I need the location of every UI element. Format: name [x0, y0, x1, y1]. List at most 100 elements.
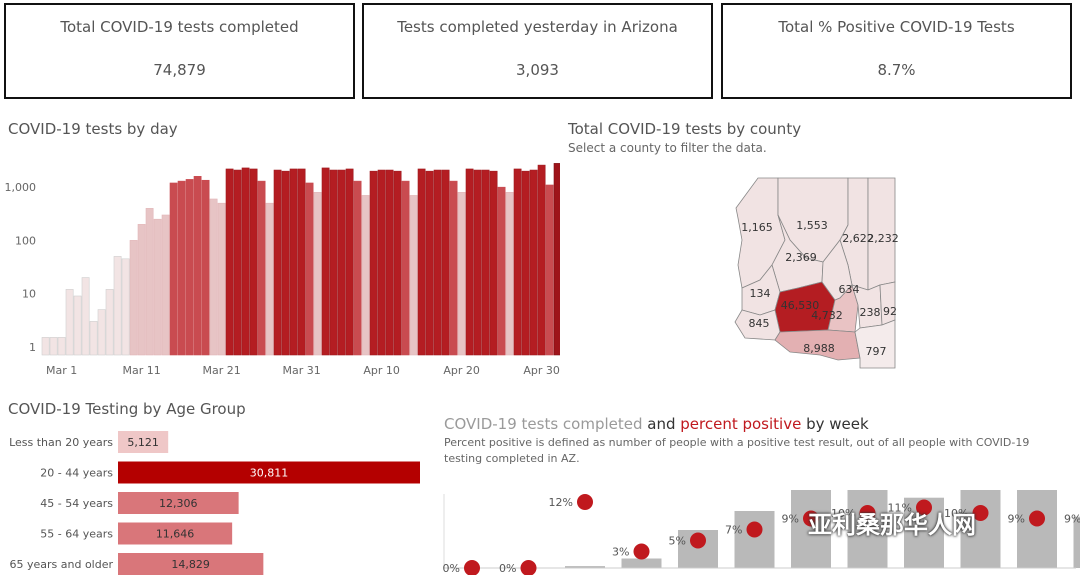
kpi-tests-yesterday-value: 3,093	[516, 61, 559, 79]
daily-ytick-label: 10	[22, 288, 36, 301]
daily-bar	[345, 168, 354, 356]
daily-bar	[129, 240, 138, 356]
county-value-label: 845	[749, 317, 770, 330]
weekly-percent-dot	[690, 532, 706, 549]
county-value-label: 1,553	[796, 219, 828, 232]
weekly-percent-label: 5%	[669, 535, 686, 548]
daily-bar	[257, 180, 266, 356]
daily-bar	[401, 180, 410, 356]
daily-bar	[417, 168, 426, 356]
daily-bar	[89, 321, 98, 356]
weekly-title-percent: percent positive	[680, 415, 802, 433]
daily-bar	[265, 202, 274, 356]
weekly-percent-dot	[803, 510, 819, 527]
weekly-percent-label: 0%	[499, 562, 516, 575]
weekly-percent-dot	[916, 499, 932, 516]
daily-xtick-label: Mar 1	[46, 364, 77, 377]
daily-bar	[369, 170, 378, 356]
daily-bar	[233, 169, 242, 356]
daily-bar	[153, 218, 162, 356]
daily-bar	[249, 168, 258, 356]
weekly-percent-dot	[520, 560, 537, 575]
daily-ytick-label: 1	[29, 341, 36, 354]
county-value-label: 92	[883, 305, 897, 318]
daily-bar	[297, 168, 306, 356]
county-greenlee	[879, 281, 896, 326]
kpi-percent-positive-label: Total % Positive COVID-19 Tests	[778, 18, 1015, 36]
weekly-percent-label: 3%	[612, 546, 629, 559]
kpi-percent-positive: Total % Positive COVID-19 Tests 8.7%	[721, 3, 1072, 99]
daily-bar	[217, 202, 226, 356]
daily-bar	[177, 180, 186, 356]
daily-bar	[209, 198, 218, 356]
daily-bar	[321, 167, 330, 356]
daily-xtick-label: Apr 20	[443, 364, 480, 377]
county-value-label: 46,530	[781, 299, 820, 312]
daily-bar	[73, 295, 82, 356]
age-bar	[118, 553, 264, 575]
age-category-label: 45 - 54 years	[40, 497, 113, 510]
daily-bar	[329, 169, 338, 356]
weekly-percent-dot	[633, 543, 650, 560]
daily-bar	[473, 169, 482, 356]
age-bar	[118, 522, 233, 545]
daily-bar	[505, 192, 514, 356]
weekly-percent-dot	[746, 521, 763, 538]
daily-bar	[65, 289, 74, 356]
daily-bar	[225, 168, 234, 356]
weekly-percent-label: 9%	[1064, 513, 1080, 526]
daily-bar	[289, 168, 298, 356]
daily-bar	[409, 195, 418, 356]
daily-bar	[145, 208, 154, 356]
daily-bar	[41, 337, 50, 356]
kpi-tests-yesterday-label: Tests completed yesterday in Arizona	[397, 18, 678, 36]
kpi-total-tests-label: Total COVID-19 tests completed	[60, 18, 299, 36]
age-bar	[118, 492, 239, 514]
daily-bar	[121, 258, 130, 356]
kpi-percent-positive-value: 8.7%	[877, 61, 916, 79]
daily-bar	[425, 170, 434, 356]
weekly-chart-subtitle: Percent positive is defined as number of…	[444, 436, 1030, 465]
daily-bar	[521, 170, 530, 356]
daily-bar	[241, 167, 250, 356]
daily-bar	[393, 170, 402, 356]
daily-ytick-label: 1,000	[5, 181, 37, 194]
county-value-label: 2,369	[785, 251, 817, 264]
kpi-tests-yesterday: Tests completed yesterday in Arizona 3,0…	[362, 3, 713, 99]
daily-bar	[105, 289, 114, 356]
daily-bar	[57, 337, 66, 356]
weekly-percent-label: 7%	[725, 524, 742, 537]
daily-bar	[441, 169, 450, 356]
daily-xtick-label: Apr 10	[363, 364, 400, 377]
watermark: 亚利桑那华人网	[808, 511, 976, 539]
age-bar-value: 5,121	[127, 436, 159, 449]
daily-bar	[161, 214, 170, 356]
weekly-tests-bar	[1073, 516, 1080, 568]
daily-bar	[305, 182, 314, 356]
daily-bar	[185, 179, 194, 356]
weekly-percent-dot	[464, 560, 480, 575]
weekly-title-and: and	[642, 415, 681, 433]
daily-bar	[273, 169, 282, 356]
age-category-label: 55 - 64 years	[40, 528, 113, 541]
weekly-title-tests: COVID-19 tests completed	[444, 415, 643, 433]
county-value-label: 2,232	[867, 232, 899, 245]
age-bar-value: 30,811	[250, 467, 289, 480]
daily-bar	[193, 176, 202, 356]
daily-bar	[537, 164, 546, 356]
weekly-tests-bar	[960, 490, 1001, 568]
weekly-chart-title: COVID-19 tests completed and percent pos…	[444, 415, 869, 433]
daily-xtick-label: Mar 31	[282, 364, 320, 377]
daily-bar	[353, 180, 362, 356]
daily-bar	[433, 169, 442, 356]
county-value-label: 134	[750, 287, 771, 300]
age-bar-value: 12,306	[159, 497, 198, 510]
daily-bar	[385, 169, 394, 356]
county-value-label: 1,165	[741, 221, 773, 234]
weekly-tests-bar	[565, 566, 605, 568]
age-bar	[118, 431, 169, 453]
daily-bar	[449, 180, 458, 356]
weekly-tests-bar	[847, 490, 888, 568]
daily-bar	[513, 168, 522, 356]
